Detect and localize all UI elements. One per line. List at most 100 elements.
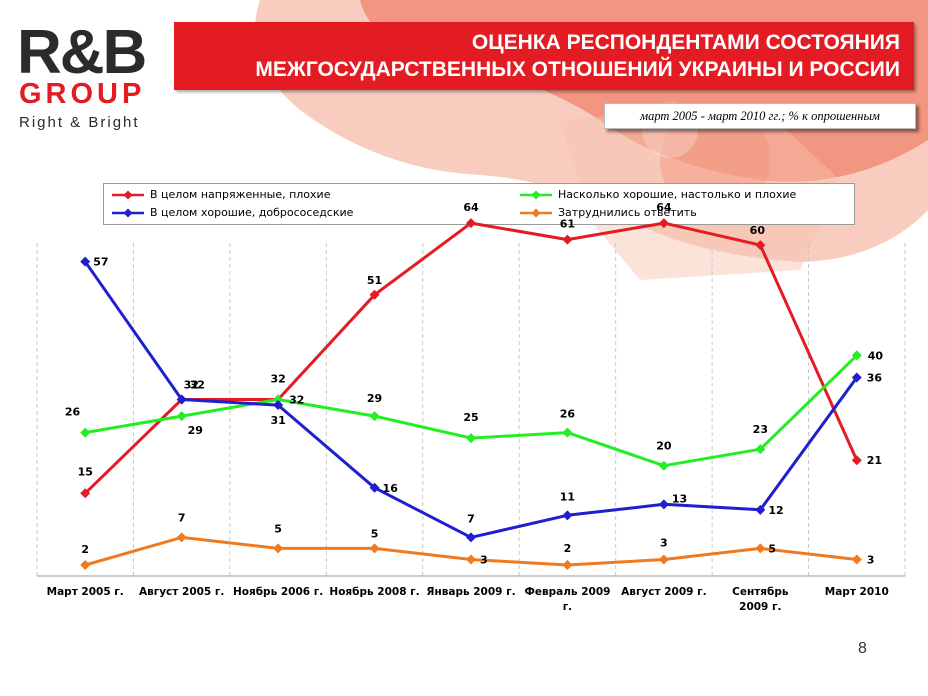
data-point-0-8	[851, 455, 862, 466]
data-label-3-7: 5	[768, 542, 776, 555]
legend-swatch-green	[520, 190, 552, 200]
data-point-3-4	[466, 554, 476, 565]
data-point-3-7	[755, 543, 766, 554]
data-point-3-1	[176, 532, 187, 543]
data-point-1-2	[273, 394, 284, 405]
data-point-1-5	[562, 427, 573, 438]
x-tick-label-8: Март 2010	[825, 586, 889, 598]
series-3: 2 7 5 5 3 2 3 5 3	[80, 511, 874, 570]
data-label-0-3: 51	[367, 274, 382, 287]
data-label-2-1: 32	[184, 379, 199, 392]
legend-label-mixed: Насколько хорошие, настолько и плохие	[558, 188, 797, 201]
logo-group-text: GROUP	[19, 78, 146, 110]
data-label-2-3: 16	[383, 482, 399, 495]
slide-title-line-2: МЕЖГОСУДАРСТВЕННЫХ ОТНОШЕНИЙ УКРАИНЫ И Р…	[255, 58, 900, 81]
legend-label-undecided: Затруднились ответить	[558, 206, 697, 219]
title-banner: ОЦЕНКА РЕСПОНДЕНТАМИ СОСТОЯНИЯ МЕЖГОСУДА…	[174, 22, 914, 90]
data-label-3-8: 3	[867, 553, 875, 566]
data-label-1-8: 40	[868, 349, 884, 362]
data-label-0-5: 61	[560, 218, 575, 231]
data-label-3-5: 2	[564, 542, 572, 555]
series-line-2	[83, 260, 859, 539]
data-label-0-0: 15	[78, 465, 93, 478]
data-point-1-8	[851, 350, 862, 361]
data-label-1-2: 32	[289, 394, 304, 407]
data-label-0-8: 21	[867, 454, 882, 467]
data-label-0-6: 64	[656, 201, 672, 214]
data-point-3-2	[273, 543, 284, 554]
slide-title: ОЦЕНКА РЕСПОНДЕНТАМИ СОСТОЯНИЯ МЕЖГОСУДА…	[180, 29, 900, 83]
data-point-3-6	[658, 554, 669, 565]
data-point-0-4	[466, 218, 476, 229]
data-label-3-2: 5	[274, 522, 282, 535]
data-point-1-3	[369, 411, 380, 422]
data-point-2-1	[176, 394, 187, 405]
slide-subtitle: март 2005 - март 2010 гг.; % к опрошенны…	[640, 109, 880, 123]
x-tick-label-0: Март 2005 г.	[47, 586, 124, 598]
legend-swatch-orange	[520, 208, 552, 218]
data-point-2-2	[273, 400, 284, 411]
data-point-1-4	[466, 433, 476, 444]
data-point-0-7	[755, 240, 766, 251]
slide-title-line-1: ОЦЕНКА РЕСПОНДЕНТАМИ СОСТОЯНИЯ	[471, 31, 900, 54]
x-tick-label-5: Февраль 2009 г.	[524, 586, 610, 613]
data-label-2-5: 11	[560, 490, 575, 503]
data-point-1-7	[755, 444, 766, 455]
data-point-2-3	[369, 482, 380, 493]
data-point-2-4	[466, 532, 476, 543]
x-tick-label-2: Ноябрь 2006 г.	[233, 586, 323, 598]
data-point-3-5	[562, 559, 573, 570]
data-point-1-1	[176, 411, 187, 422]
data-label-3-0: 2	[81, 543, 89, 556]
data-label-1-5: 26	[560, 408, 576, 421]
data-label-2-4: 7	[467, 512, 475, 525]
data-point-2-5	[562, 510, 573, 521]
data-point-3-3	[369, 543, 380, 554]
data-label-2-6: 13	[672, 492, 687, 505]
data-label-2-0: 57	[93, 256, 108, 269]
series-1: 26 29 32 29 25 26 20 23 40	[65, 349, 884, 471]
data-label-3-1: 7	[178, 511, 186, 524]
logo-wordmark: R&B	[17, 18, 147, 87]
data-point-3-0	[80, 559, 91, 570]
data-label-2-8: 36	[867, 371, 883, 384]
data-point-0-3	[369, 289, 380, 300]
data-label-3-6: 3	[660, 536, 668, 549]
data-label-1-1: 29	[188, 424, 203, 437]
data-point-0-6	[658, 218, 669, 229]
data-label-1-4: 25	[463, 411, 478, 424]
data-label-1-7: 23	[753, 423, 768, 436]
logo-tagline: Right & Bright	[19, 114, 140, 131]
data-point-2-0	[80, 256, 91, 267]
data-label-3-3: 5	[371, 527, 379, 540]
data-label-0-7: 60	[750, 224, 766, 237]
x-tick-label-7: Сентябрь 2009 г.	[732, 586, 789, 613]
data-point-3-8	[851, 554, 862, 565]
data-point-1-6	[658, 460, 669, 471]
subtitle-box: март 2005 - март 2010 гг.; % к опрошенны…	[604, 103, 916, 129]
data-label-1-6: 20	[656, 440, 672, 453]
data-point-2-6	[658, 499, 669, 510]
data-label-3-4: 3	[480, 553, 488, 566]
data-label-1-0: 26	[65, 406, 81, 419]
legend-swatch-blue	[112, 208, 144, 218]
data-point-0-5	[562, 234, 573, 245]
data-point-2-8	[851, 372, 862, 383]
data-point-0-0	[80, 488, 91, 499]
x-tick-label-3: Ноябрь 2008 г.	[329, 586, 419, 598]
page-number: 8	[858, 640, 867, 657]
legend-swatch-red	[112, 190, 144, 200]
data-label-2-2: 31	[270, 414, 285, 427]
x-tick-label-6: Август 2009 г.	[621, 586, 706, 598]
data-label-1-3: 29	[367, 392, 382, 405]
data-label-0-1: 32	[190, 379, 205, 392]
x-tick-label-4: Январь 2009 г.	[426, 586, 515, 598]
data-label-0-4: 64	[463, 201, 479, 214]
data-point-1-0	[80, 427, 91, 438]
legend-label-tense: В целом напряженные, плохие	[150, 188, 331, 201]
x-tick-label-1: Август 2005 г.	[139, 586, 224, 598]
chart-legend: В целом напряженные, плохие В целом хоро…	[103, 183, 855, 225]
